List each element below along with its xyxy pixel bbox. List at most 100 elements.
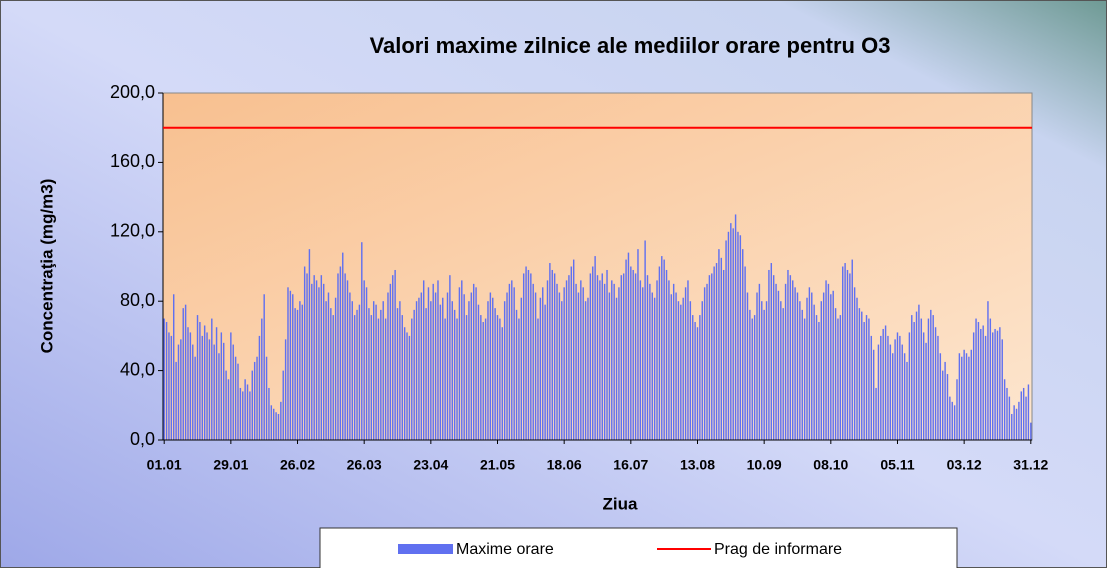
bar	[284, 339, 287, 440]
bar	[699, 315, 701, 440]
bar	[780, 301, 782, 440]
bar	[868, 318, 870, 440]
x-tick-label: 31.12	[1013, 457, 1048, 473]
bar	[520, 297, 523, 440]
bar	[987, 301, 989, 440]
x-tick-label: 03.12	[947, 457, 982, 473]
bar	[570, 266, 573, 440]
bar	[989, 318, 992, 440]
bar	[877, 344, 880, 440]
bar	[949, 396, 951, 440]
bar	[913, 322, 915, 440]
bar	[613, 283, 615, 440]
y-tick-label: 80,0	[120, 290, 155, 310]
bar	[822, 292, 825, 440]
bar	[915, 311, 918, 440]
bar	[589, 273, 592, 440]
bar	[782, 308, 784, 440]
bar	[556, 283, 558, 440]
bar	[532, 283, 534, 440]
bar	[353, 315, 356, 440]
bar	[918, 304, 920, 440]
bar	[770, 263, 773, 440]
bar	[615, 297, 618, 440]
bar	[268, 387, 270, 440]
bar	[742, 249, 744, 440]
bar	[696, 327, 699, 440]
bar	[365, 287, 368, 440]
bar	[258, 335, 261, 440]
bar	[737, 231, 739, 440]
bar	[1011, 413, 1013, 440]
bar	[725, 240, 727, 440]
bar	[665, 269, 668, 440]
bar	[608, 292, 611, 440]
bar	[411, 318, 413, 440]
bar	[432, 283, 434, 440]
bar	[844, 263, 846, 440]
legend-swatch	[398, 544, 453, 554]
bar	[434, 292, 437, 440]
bar	[853, 287, 856, 440]
bar	[977, 322, 980, 440]
bar	[199, 322, 201, 440]
bar	[811, 292, 813, 440]
bar	[730, 223, 732, 440]
bar	[213, 344, 215, 440]
bar	[708, 275, 711, 440]
bar	[265, 356, 268, 440]
bar	[187, 327, 189, 440]
bar	[942, 370, 944, 440]
bar	[446, 292, 449, 440]
bar	[189, 332, 192, 440]
bar	[444, 318, 446, 440]
bar	[427, 287, 430, 440]
bar	[280, 401, 282, 440]
bar	[970, 349, 973, 440]
bar	[825, 280, 827, 440]
bar	[349, 292, 351, 440]
bar	[911, 315, 913, 440]
chart-title: Valori maxime zilnice ale mediilor orare…	[370, 33, 891, 58]
x-axis-label: Ziua	[603, 494, 638, 513]
bar	[358, 304, 361, 440]
bar	[753, 315, 756, 440]
bar	[813, 304, 815, 440]
bar	[775, 283, 777, 440]
bar	[896, 332, 899, 440]
bar	[184, 304, 187, 440]
bar	[680, 304, 682, 440]
bar	[899, 335, 901, 440]
bar	[251, 370, 253, 440]
bar	[772, 275, 775, 440]
bar	[965, 353, 968, 440]
y-tick-label: 0,0	[130, 429, 155, 449]
bar	[534, 292, 537, 440]
bar	[1027, 384, 1030, 440]
bar	[201, 335, 203, 440]
bar	[553, 273, 556, 440]
bar	[180, 339, 182, 440]
bar	[656, 280, 658, 440]
bar	[372, 301, 375, 440]
bar	[230, 332, 232, 440]
bar	[787, 269, 789, 440]
bar	[544, 304, 546, 440]
bar	[649, 283, 651, 440]
bar	[763, 309, 765, 440]
bar	[982, 325, 984, 440]
bar	[506, 292, 508, 440]
bar	[439, 304, 442, 440]
bar	[625, 259, 627, 440]
bar	[889, 344, 892, 440]
bar	[234, 356, 237, 440]
bar	[620, 275, 623, 440]
bar	[956, 379, 958, 440]
legend-label: Maxime orare	[456, 541, 554, 558]
bar	[518, 318, 520, 440]
bar	[525, 266, 527, 440]
bar	[313, 275, 315, 440]
x-tick-label: 01.01	[147, 457, 182, 473]
bar	[177, 344, 180, 440]
bar	[953, 405, 956, 440]
